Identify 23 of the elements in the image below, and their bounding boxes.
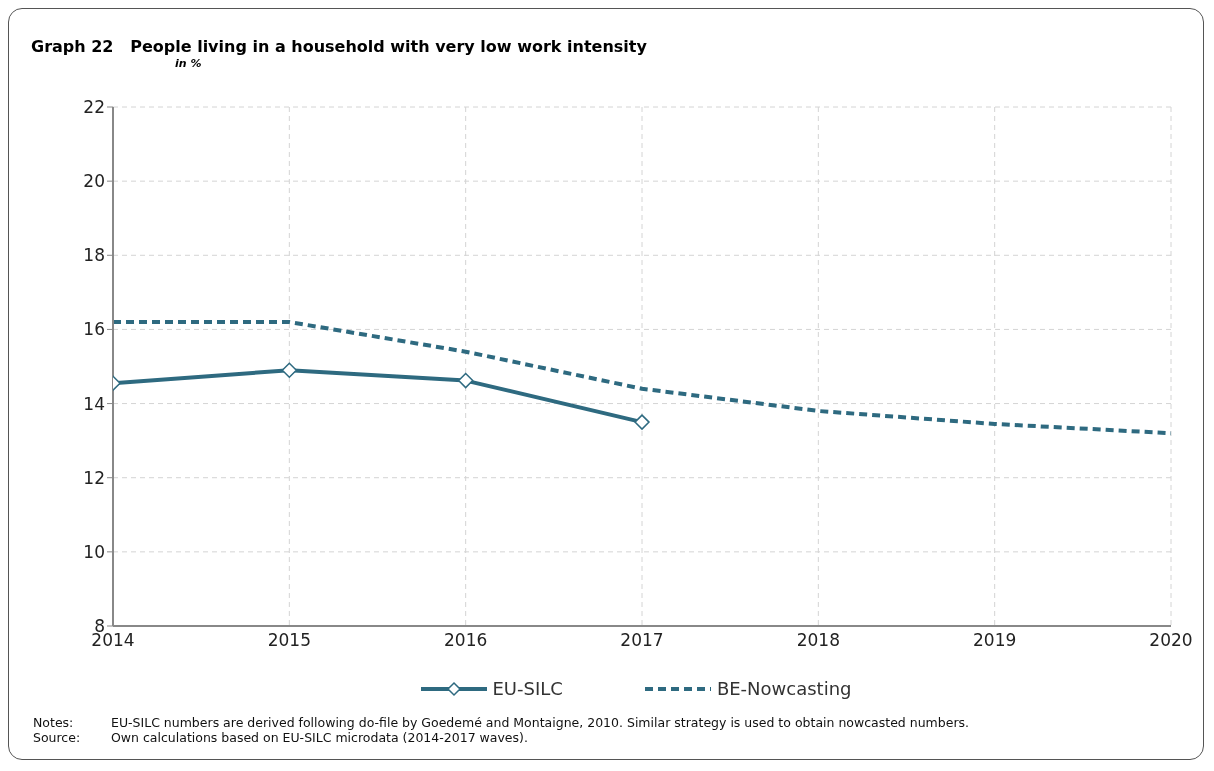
y-tick-label: 10 xyxy=(83,541,105,562)
x-tick-label: 2015 xyxy=(267,630,311,651)
point xyxy=(634,414,650,430)
text: Notes: EU-SILC numbers are derived following do-file by Goedemé and Montaigne, 2010. Similar strategy is used to obtain nowcasted numbers. xyxy=(33,715,970,730)
chart-title: Graph 22 People living in a household with very low work intensity xyxy=(31,37,647,56)
point xyxy=(281,362,298,378)
y-tick-label: 14 xyxy=(83,393,105,414)
point xyxy=(457,372,474,389)
chart-subtitle: in % xyxy=(175,57,202,70)
y-tick-label: 16 xyxy=(83,319,105,340)
y-tick-label: 20 xyxy=(83,171,105,192)
y-tick-label: 22 xyxy=(83,97,105,118)
x-tick-label: 2020 xyxy=(1149,630,1193,651)
y-tick-label: 12 xyxy=(83,467,105,488)
legend-label: BE-Nowcasting xyxy=(716,678,852,699)
y-tick-label: 18 xyxy=(83,245,105,266)
legend-label: EU-SILC xyxy=(492,678,563,699)
x-tick-label: 2016 xyxy=(444,630,488,651)
x-tick-label: 2018 xyxy=(796,630,840,651)
text: Source: Own calculations based on EU-SILC microdata (2014-2017 waves). xyxy=(33,730,528,745)
x-tick-label: 2019 xyxy=(973,630,1017,651)
x-tick-label: 2017 xyxy=(620,630,664,651)
line-series xyxy=(113,320,1171,436)
